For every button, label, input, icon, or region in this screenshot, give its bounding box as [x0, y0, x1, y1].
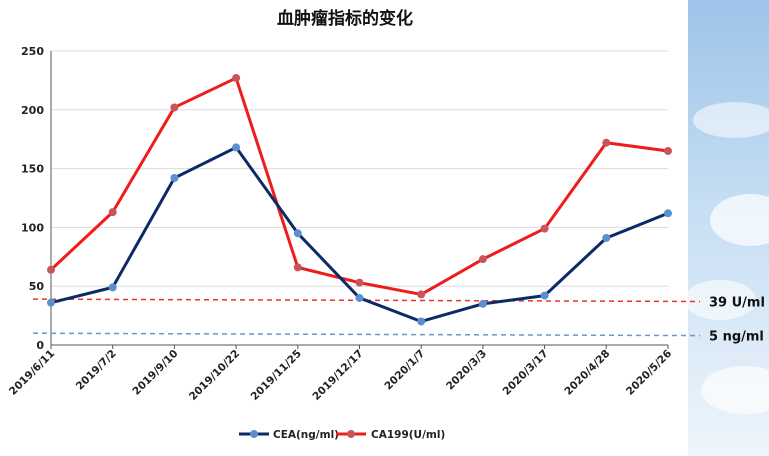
data-point — [47, 265, 55, 274]
data-point — [108, 208, 117, 217]
data-point — [232, 143, 241, 152]
y-tick-label: 100 — [21, 221, 44, 234]
data-point — [355, 293, 364, 302]
data-point — [664, 209, 672, 218]
y-tick-label: 150 — [21, 163, 44, 176]
reference-line — [32, 332, 701, 337]
data-point — [108, 283, 117, 292]
data-point — [170, 174, 179, 183]
data-point — [355, 278, 364, 287]
data-point — [293, 229, 302, 238]
data-point — [478, 255, 487, 264]
data-point — [293, 263, 302, 272]
legend: CEA(ng/ml) CA199(U/ml) — [239, 429, 445, 441]
y-tick-label: 200 — [21, 104, 44, 117]
y-tick-label: 0 — [36, 339, 44, 352]
reference-line-label: 5 ng/ml — [709, 330, 764, 345]
legend-swatch-marker — [250, 430, 258, 438]
data-point — [540, 224, 549, 233]
chart-title: 血肿瘤指标的变化 — [277, 8, 413, 29]
data-point — [232, 74, 241, 83]
data-point — [602, 138, 611, 147]
y-axis: 0 50 100 150 200 250 — [21, 45, 52, 352]
legend-entry-label: CEA(ng/ml) — [273, 429, 339, 441]
data-point — [478, 299, 487, 308]
data-point — [170, 103, 179, 112]
y-tick-label: 50 — [29, 280, 45, 293]
data-point — [417, 317, 426, 326]
data-point — [602, 233, 611, 242]
data-point — [540, 291, 549, 300]
data-point — [664, 146, 672, 155]
data-point — [417, 290, 426, 299]
reference-line-label: 39 U/ml — [709, 295, 765, 310]
data-point — [47, 298, 55, 307]
legend-entry-label: CA199(U/ml) — [371, 429, 445, 441]
chart-area-background — [0, 0, 688, 456]
legend-swatch-marker — [347, 430, 355, 438]
series-group — [47, 74, 672, 326]
y-tick-label: 250 — [21, 45, 44, 58]
